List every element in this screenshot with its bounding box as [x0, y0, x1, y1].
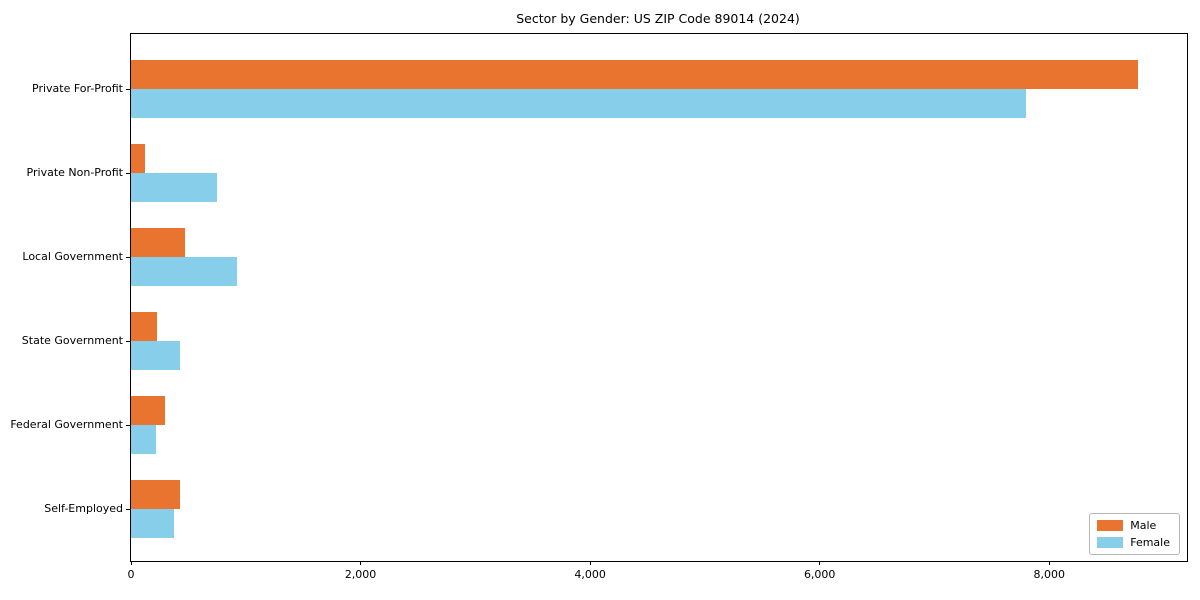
chart-title: Sector by Gender: US ZIP Code 89014 (202… — [516, 11, 800, 26]
y-axis-tick — [126, 89, 130, 90]
bar-male-2 — [131, 228, 185, 257]
legend-label: Female — [1130, 536, 1170, 549]
legend: Male Female — [1089, 513, 1180, 555]
legend-item-male: Male — [1097, 519, 1170, 532]
bar-male-0 — [131, 60, 1138, 89]
bar-male-3 — [131, 312, 157, 341]
bar-female-0 — [131, 89, 1026, 118]
legend-swatch-female — [1097, 537, 1124, 548]
y-axis-label: Private Non-Profit — [26, 166, 123, 179]
bar-male-4 — [131, 396, 165, 425]
y-axis-label: Private For-Profit — [32, 82, 123, 95]
y-axis-tick — [126, 509, 130, 510]
legend-label: Male — [1130, 519, 1157, 532]
y-axis-tick — [126, 341, 130, 342]
x-axis-tick-label: 6,000 — [803, 568, 836, 581]
plot-area: Private For-Profit Private Non-Profit Loca… — [10, 33, 1188, 581]
legend-item-female: Female — [1097, 536, 1170, 549]
x-axis-tick — [1048, 561, 1050, 565]
bar-female-5 — [131, 509, 174, 538]
y-axis-label: State Government — [21, 334, 123, 347]
x-axis-tick-label: 0 — [127, 568, 135, 581]
y-axis-label: Local Government — [22, 250, 123, 263]
x-axis-tick-label: 8,000 — [1033, 568, 1066, 581]
x-axis-tick — [589, 561, 591, 565]
x-axis-tick-label: 4,000 — [574, 568, 606, 581]
x-axis-tick — [819, 561, 821, 565]
y-axis-tick — [126, 425, 130, 426]
y-axis-label: Self-Employed — [44, 502, 123, 515]
legend-swatch-male — [1097, 520, 1124, 531]
x-axis-tick-label: 2,000 — [344, 568, 377, 581]
bar-male-5 — [131, 480, 180, 509]
y-axis-tick — [126, 173, 130, 174]
bar-female-4 — [131, 425, 156, 454]
y-axis-label: Federal Government — [10, 418, 123, 431]
x-axis-tick — [360, 561, 362, 565]
bar-male-1 — [131, 144, 145, 173]
bar-female-1 — [131, 173, 217, 202]
x-axis-tick — [130, 561, 132, 565]
bar-female-2 — [131, 257, 237, 286]
bar-female-3 — [131, 341, 180, 370]
y-axis-tick — [126, 257, 130, 258]
